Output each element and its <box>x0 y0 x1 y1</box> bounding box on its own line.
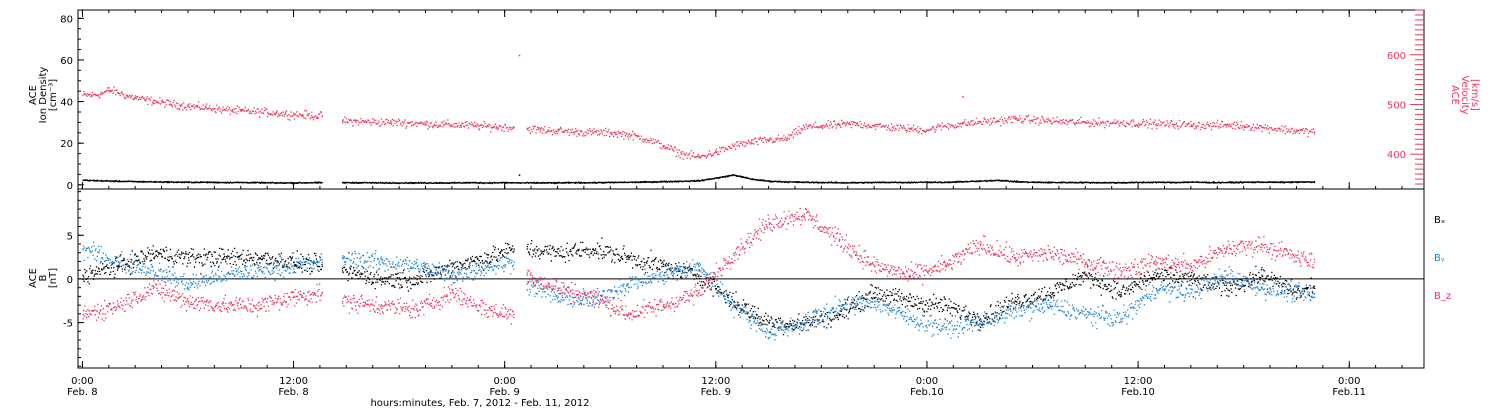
y-label-b-line1: ACE <box>28 268 39 288</box>
x-tick-date-label: Feb. 9 <box>489 387 519 398</box>
x-axis-label: hours:minutes, Feb. 7, 2012 - Feb. 11, 2… <box>370 398 589 409</box>
x-tick-date-label: Feb.11 <box>1332 387 1366 398</box>
b-ytick-label: 0 <box>67 275 73 286</box>
legend-by: Bᵧ <box>1434 253 1445 264</box>
legend-bz: B_z <box>1434 291 1451 302</box>
panel1-frame <box>77 9 1425 190</box>
density-ytick-label: 0 <box>67 181 73 192</box>
y-label-b-line3: [nT] <box>48 268 59 288</box>
density-ytick-label: 40 <box>60 98 73 109</box>
velocity-series-points <box>82 86 1316 160</box>
outlier-point <box>518 174 521 176</box>
velocity-series <box>82 86 1316 160</box>
y2-label-velocity-line1: ACE <box>1449 85 1460 105</box>
x-tick-date-label: Feb. 9 <box>701 387 731 398</box>
density-ytick-label: 20 <box>60 139 73 150</box>
b-ytick-label: -5 <box>63 319 73 330</box>
legend-bx: Bₓ <box>1434 215 1445 226</box>
y2-label-velocity-line3: [km/s] <box>1469 79 1480 111</box>
x-tick-time-label: 0:00 <box>71 376 93 387</box>
density-ytick-label: 80 <box>60 14 73 25</box>
velocity-ytick-label: 400 <box>1387 150 1406 161</box>
y-label-b-line2: B <box>38 274 49 281</box>
ion-density-velocity-panel: ACE Ion Density [cm⁻³] ACE Velocity [km/… <box>28 9 1480 192</box>
b-series-Bx-points <box>82 237 1316 336</box>
x-tick-time-label: 12:00 <box>1124 376 1153 387</box>
density-ytick-label: 60 <box>60 56 73 67</box>
x-tick-time-label: 0:00 <box>1338 376 1360 387</box>
x-tick-time-label: 0:00 <box>916 376 938 387</box>
outlier-point <box>962 96 964 98</box>
density-series-points <box>82 174 1316 185</box>
x-tick-date-label: Feb.10 <box>1121 387 1155 398</box>
x-tick-date-label: Feb. 8 <box>278 387 308 398</box>
y-label-density-line1: ACE <box>28 85 39 105</box>
imf-b-panel: ACE B [nT] Bₓ Bᵧ B_z -5 0 5 <box>28 188 1451 369</box>
x-tick-time-label: 12:00 <box>279 376 308 387</box>
x-tick-time-label: 12:00 <box>701 376 730 387</box>
b-series-By <box>82 241 1316 341</box>
b-series-By-points <box>82 241 1316 341</box>
velocity-ytick-label: 600 <box>1387 51 1406 62</box>
y-label-density-line3: [cm⁻³] <box>48 79 59 111</box>
x-tick-time-label: 0:00 <box>493 376 515 387</box>
outlier-point <box>518 54 521 57</box>
x-tick-date-label: Feb. 8 <box>67 387 97 398</box>
x-tick-date-label: Feb.10 <box>910 387 944 398</box>
y2-label-velocity-line2: Velocity <box>1459 75 1470 114</box>
b-series-Bx <box>82 237 1316 336</box>
b-ytick-label: 5 <box>67 231 73 242</box>
density-series <box>82 174 1316 185</box>
velocity-ytick-label: 500 <box>1387 100 1406 111</box>
y-label-density-line2: Ion Density <box>38 67 49 124</box>
